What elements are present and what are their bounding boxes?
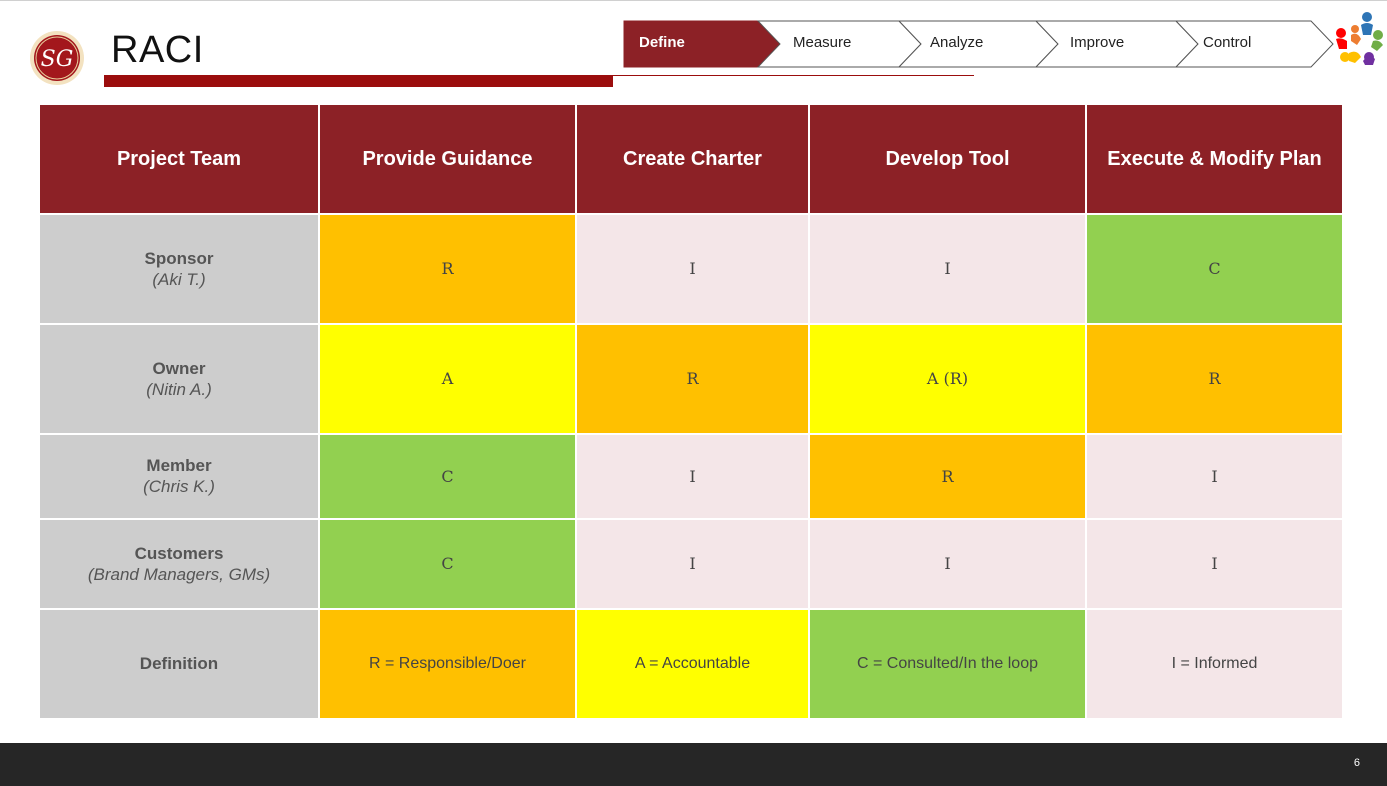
raci-cell: I xyxy=(689,554,696,573)
definition-consulted: C = Consulted/In the loop xyxy=(856,655,1038,672)
raci-cell: R xyxy=(441,259,454,278)
raci-cell: I xyxy=(944,554,951,573)
role-person: (Chris K.) xyxy=(143,477,215,496)
raci-cell: I xyxy=(689,259,696,278)
raci-cell: I xyxy=(1211,466,1218,486)
phase-analyze[interactable]: Analyze xyxy=(930,34,984,51)
footer-bar: 6 xyxy=(0,743,1387,786)
column-header: Develop Tool xyxy=(808,103,1087,215)
raci-cell: R xyxy=(686,369,699,388)
role-name: Owner xyxy=(152,358,206,378)
definition-row: Definition R = Responsible/Doer A = Acco… xyxy=(38,608,1344,720)
phase-improve[interactable]: Improve xyxy=(1070,34,1125,51)
column-header: Project Team xyxy=(38,103,320,215)
team-people-icon xyxy=(1336,12,1383,65)
raci-cell: C xyxy=(441,466,454,486)
role-name: Sponsor xyxy=(144,248,214,268)
raci-cell: R xyxy=(1208,369,1221,388)
title-accent-bar xyxy=(104,75,613,87)
page-title: RACI xyxy=(111,29,204,71)
phase-define[interactable]: Define xyxy=(639,34,685,51)
raci-cell: A (R) xyxy=(926,369,969,388)
definition-label: Definition xyxy=(139,654,219,673)
definition-informed: I = Informed xyxy=(1171,655,1258,672)
role-person: (Nitin A.) xyxy=(146,379,212,399)
raci-cell: I xyxy=(944,259,951,278)
phase-control[interactable]: Control xyxy=(1203,34,1252,51)
column-header: Create Charter xyxy=(575,103,810,215)
role-person: (Brand Managers, GMs) xyxy=(87,564,271,584)
table-row: Customers (Brand Managers, GMs) C I I I xyxy=(38,518,1344,610)
role-cell: Customers (Brand Managers, GMs) xyxy=(38,518,320,610)
table-row: Sponsor (Aki T.) R I I C xyxy=(38,213,1344,325)
definition-accountable: A = Accountable xyxy=(634,655,751,672)
role-cell: Owner (Nitin A.) xyxy=(38,323,320,435)
raci-cell: C xyxy=(1208,259,1221,278)
sg-logo-icon: SG xyxy=(30,31,84,85)
definition-responsible: R = Responsible/Doer xyxy=(369,655,526,672)
raci-cell: A xyxy=(441,369,454,388)
page-number: 6 xyxy=(1353,757,1360,769)
raci-cell: R xyxy=(941,466,954,486)
role-cell: Member (Chris K.) xyxy=(38,433,320,520)
table-row: Member (Chris K.) C I R I xyxy=(38,433,1344,520)
role-cell: Definition xyxy=(38,608,320,720)
phase-control-shape xyxy=(1174,20,1334,68)
phase-measure[interactable]: Measure xyxy=(793,34,852,51)
role-person: (Aki T.) xyxy=(152,269,206,289)
dmaic-phase-nav: Define Measure Analyze Improve Control xyxy=(623,20,1335,68)
column-header: Execute & Modify Plan xyxy=(1085,103,1344,215)
role-cell: Sponsor (Aki T.) xyxy=(38,213,320,325)
raci-table: Project Team Provide Guidance Create Cha… xyxy=(38,103,1344,720)
raci-cell: C xyxy=(441,554,454,573)
logo-text: SG xyxy=(41,47,74,72)
table-row: Owner (Nitin A.) A R A (R) R xyxy=(38,323,1344,435)
column-header: Provide Guidance xyxy=(318,103,577,215)
top-divider xyxy=(0,0,1387,1)
role-name: Member xyxy=(146,456,212,475)
raci-cell: I xyxy=(689,466,696,486)
role-name: Customers xyxy=(134,543,224,563)
raci-cell: I xyxy=(1211,554,1218,573)
table-header-row: Project Team Provide Guidance Create Cha… xyxy=(38,103,1344,215)
